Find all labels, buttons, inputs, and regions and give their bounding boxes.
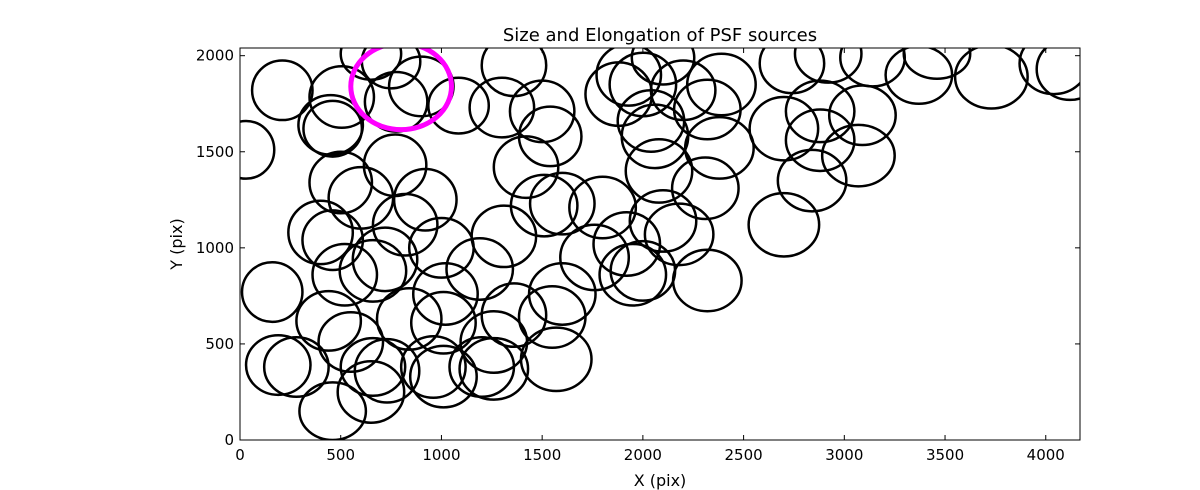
psf-source-ellipse-12 (468, 76, 536, 139)
psf-source-ellipse-53 (820, 123, 896, 188)
psf-source-ellipse-20 (371, 192, 439, 257)
y-tick-label-0: 0 (224, 431, 234, 449)
psf-source-ellipse-72 (298, 381, 368, 440)
psf-source-ellipse-58 (793, 48, 863, 84)
psf-source-ellipse-75 (411, 261, 479, 326)
psf-source-ellipse-13 (508, 79, 576, 144)
y-axis-label: Y (pix) (167, 218, 186, 270)
psf-source-ellipse-56 (747, 191, 821, 258)
x-tick-label-1000: 1000 (422, 446, 460, 464)
psf-source-ellipse-7 (360, 48, 422, 90)
psf-source-ellipse-35 (628, 188, 698, 253)
psf-source-ellipse-25 (311, 242, 379, 307)
y-tick-label-1000: 1000 (196, 239, 234, 257)
psf-source-ellipse-18 (327, 165, 395, 230)
x-tick-label-0: 0 (235, 446, 245, 464)
psf-source-ellipse-85 (408, 344, 478, 409)
psf-source-ellipse-64 (1035, 48, 1080, 102)
psf-source-ellipse-42 (683, 115, 755, 180)
psf-source-ellipse-17 (308, 150, 374, 215)
psf-source-ellipse-68 (339, 336, 407, 398)
psf-source-ellipse-30 (568, 175, 638, 240)
psf-source-ellipse-76 (409, 290, 477, 355)
x-axis-label: X (pix) (634, 471, 687, 490)
psf-source-ellipse-5 (302, 99, 364, 158)
psf-source-ellipse-34 (598, 242, 668, 307)
x-tick-label-2500: 2500 (725, 446, 763, 464)
psf-source-ellipse-22 (301, 209, 365, 272)
plot-frame (239, 47, 1081, 441)
psf-source-ellipse-47 (584, 61, 654, 128)
psf-source-ellipse-10 (427, 76, 491, 135)
psf-source-ellipse-50 (748, 95, 820, 162)
x-tick-label-1500: 1500 (523, 446, 561, 464)
psf-source-ellipse-32 (592, 211, 662, 277)
psf-source-ellipse-15 (492, 135, 560, 200)
psf-source-ellipse-66 (295, 289, 363, 352)
psf-source-ellipse-23 (351, 226, 419, 293)
psf-source-ellipse-27 (470, 204, 538, 269)
psf-source-ellipse-52 (784, 108, 856, 173)
psf-source-ellipse-3 (308, 65, 376, 129)
psf-source-ellipse-48 (595, 48, 663, 107)
x-tick-label-2000: 2000 (624, 446, 662, 464)
psf-source-ellipse-59 (839, 48, 906, 88)
psf-source-ellipse-79 (459, 310, 529, 374)
psf-source-ellipse-29 (528, 171, 596, 236)
psf-source-ellipse-77 (445, 236, 515, 301)
psf-source-ellipse-44 (685, 52, 757, 117)
psf-source-ellipse-2 (250, 59, 314, 122)
psf-source-ellipse-69 (353, 337, 421, 404)
psf-source-ellipse-36 (643, 202, 715, 267)
y-tick-label-2000: 2000 (196, 47, 234, 65)
psf-source-ellipse-39 (624, 138, 694, 204)
psf-source-ellipse-67 (317, 310, 385, 374)
psf-source-ellipse-86 (399, 334, 467, 399)
psf-source-ellipse-49 (630, 48, 696, 86)
psf-source-ellipse-82 (519, 326, 593, 393)
psf-source-ellipse-28 (509, 173, 579, 238)
psf-source-ellipse-38 (670, 156, 740, 221)
psf-source-ellipse-1 (240, 119, 276, 180)
y-tick-label-1500: 1500 (196, 143, 234, 161)
psf-source-ellipse-55 (776, 148, 848, 213)
psf-source-ellipse-78 (480, 282, 548, 349)
y-tick-label-500: 500 (205, 335, 234, 353)
x-tick-label-3000: 3000 (825, 446, 863, 464)
psf-source-ellipse-16 (362, 133, 428, 198)
psf-source-ellipse-19 (392, 167, 458, 232)
psf-source-ellipse-21 (287, 199, 355, 266)
psf-source-ellipse-73 (336, 359, 406, 424)
x-tick-label-4000: 4000 (1027, 446, 1065, 464)
psf-source-ellipse-65 (240, 261, 304, 324)
psf-source-ellipse-37 (671, 248, 743, 313)
psf-source-ellipse-61 (902, 48, 972, 80)
psf-source-ellipse-57 (758, 48, 826, 95)
psf-source-ellipse-62 (953, 48, 1029, 110)
psf-source-ellipse-70 (262, 335, 330, 399)
psf-source-ellipse-83 (458, 336, 530, 401)
tick-layer: 0 500 1000 1500 2000 2500 3000 3500 4000 0 500 1000… (196, 47, 1080, 464)
ellipse-layer (240, 48, 1080, 440)
chart-title: Size and Elongation of PSF sources (503, 25, 817, 46)
psf-source-ellipse-81 (527, 261, 597, 326)
highlighted-source-ellipse (348, 48, 454, 133)
psf-source-ellipse-74 (375, 286, 443, 351)
psf-source-ellipse-63 (1018, 48, 1080, 96)
psf-source-ellipse-71 (244, 334, 312, 397)
psf-source-ellipse-84 (448, 335, 516, 399)
x-tick-label-500: 500 (326, 446, 355, 464)
psf-source-ellipse-24 (338, 238, 408, 303)
x-tick-label-3500: 3500 (926, 446, 964, 464)
